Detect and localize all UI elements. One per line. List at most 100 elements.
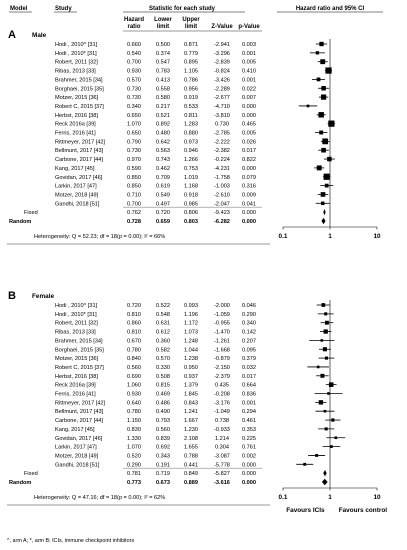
cell-hr: 1.070 — [127, 445, 141, 451]
table-row: Robert, 2011 [32] 0.700 0.547 0.895 -2.839 0.… — [55, 59, 328, 66]
subgroup-label: Female — [32, 293, 54, 300]
cell-p: 0.022 — [242, 86, 256, 92]
study-name: Hodi , 2010* [31] — [55, 312, 97, 318]
table-row: Carbone, 2017 [44] 0.970 0.743 1.266 -0.224 0… — [55, 156, 335, 163]
summary-z: -9.423 — [214, 210, 230, 216]
cell-z: -4.710 — [214, 104, 230, 110]
summary-diamond — [323, 208, 326, 216]
hr-point — [321, 86, 326, 91]
hr-point — [316, 365, 320, 369]
cell-hr: 1.150 — [127, 418, 141, 424]
heterogeneity: Heterogeneity: Q = 52.23; df = 18(p = 0.… — [34, 234, 165, 240]
header-lower-1: Lower — [154, 17, 172, 23]
table-row: Govidan, 2017 [46] 1.330 0.839 2.108 1.214 0.… — [55, 436, 346, 442]
table-row: Motzer, 2018 [49] 0.710 0.549 0.918 -2.610 0.… — [55, 192, 329, 198]
x-tick-label: 1 — [328, 233, 332, 240]
summary-row-fixed: Fixed 0.762 0.720 0.806 -9.423 0.000 — [24, 208, 326, 216]
table-row: Motzer, 2018 [49] 0.520 0.343 0.788 -3.087 0.… — [55, 453, 326, 459]
cell-lower: 0.549 — [156, 192, 170, 198]
cell-z: 0.304 — [215, 445, 229, 451]
table-row: Hodi , 2010^ [31] 0.720 0.522 0.993 -2.000 0.… — [55, 303, 330, 309]
table-row: Bellmunt, 2017 [43] 0.780 0.490 1.241 -1.049… — [55, 409, 335, 415]
cell-z: -2.941 — [214, 42, 230, 48]
cell-hr: 0.830 — [127, 427, 141, 433]
cell-hr: 0.850 — [127, 184, 141, 190]
summary-p: 0.000 — [242, 471, 256, 477]
summary-row-random: Random 0.728 0.659 0.803 -6.282 0.000 — [9, 217, 326, 225]
cell-lower: 0.508 — [156, 374, 170, 380]
header-upper-1: Upper — [182, 17, 200, 23]
hr-point — [318, 112, 324, 118]
cell-p: 0.000 — [242, 462, 256, 468]
summary-lower: 0.673 — [156, 480, 170, 486]
hr-point — [303, 462, 307, 466]
summary-hr: 0.781 — [127, 471, 141, 477]
cell-upper: 1.230 — [184, 427, 198, 433]
hr-point — [321, 147, 326, 153]
x-tick-label: 1 — [328, 494, 332, 501]
cell-lower: 0.521 — [156, 113, 170, 119]
hr-point — [306, 104, 310, 108]
cell-z: -2.047 — [214, 201, 230, 207]
cell-hr: 0.730 — [127, 95, 141, 101]
summary-hr: 0.773 — [127, 480, 141, 486]
study-name: Brahmer, 2015 [34] — [55, 338, 103, 344]
cell-upper: 0.843 — [184, 400, 198, 406]
cell-lower: 0.560 — [156, 427, 170, 433]
study-name: Reck 2016a [39] — [55, 122, 96, 128]
hr-point — [322, 138, 329, 145]
study-name: Herbst, 2016 [38] — [55, 113, 98, 119]
study-name: Ribas, 2013 [33] — [55, 330, 96, 336]
cell-hr: 0.930 — [127, 69, 141, 75]
summary-z: -3.616 — [214, 480, 230, 486]
cell-lower: 0.500 — [156, 42, 170, 48]
cell-hr: 0.810 — [127, 330, 141, 336]
table-row: Hodi , 2010^ [31] 0.660 0.500 0.871 -2.941 0.… — [55, 41, 328, 48]
cell-p: 0.465 — [242, 122, 256, 128]
cell-z: 0.730 — [215, 122, 229, 128]
cell-z: -1.470 — [214, 330, 230, 336]
favours-left: Favours ICIs — [286, 507, 325, 514]
study-name: Carbone, 2017 [44] — [55, 157, 103, 163]
table-row: Motzer, 2015 [36] 0.840 0.570 1.238 -0.879 0.… — [55, 356, 335, 362]
header-lower-2: limit — [157, 24, 169, 30]
table-row: Govidan, 2017 [46] 0.850 0.709 1.019 -1.758 0… — [55, 173, 331, 181]
hr-point — [315, 454, 319, 457]
cell-p: 0.046 — [242, 303, 256, 309]
panel-letter: B — [8, 290, 16, 302]
cell-lower: 0.343 — [156, 453, 170, 459]
cell-p: 0.026 — [242, 139, 256, 145]
cell-lower: 0.191 — [156, 462, 170, 468]
cell-z: -1.049 — [214, 409, 230, 415]
footnote: ^, arm A; *, arm B; ICIs, immune checkpo… — [7, 538, 134, 544]
cell-hr: 0.710 — [127, 192, 141, 198]
table-row: Bellmunt, 2017 [43] 0.730 0.563 0.946 -2.382… — [55, 147, 329, 154]
cell-hr: 1.060 — [127, 383, 141, 389]
cell-hr: 0.340 — [127, 104, 141, 110]
cell-lower: 0.642 — [156, 139, 170, 145]
cell-upper: 0.956 — [184, 86, 198, 92]
hr-point — [316, 77, 321, 82]
hr-point — [323, 329, 328, 334]
cell-hr: 0.650 — [127, 131, 141, 137]
cell-hr: 0.850 — [127, 175, 141, 181]
cell-upper: 0.779 — [184, 51, 198, 57]
cell-p: 0.005 — [242, 131, 256, 137]
cell-upper: 0.786 — [184, 77, 198, 83]
table-row: Hodi , 2010* [31] 0.540 0.374 0.779 -3.296 0.… — [55, 51, 325, 57]
hr-point — [324, 312, 328, 316]
study-name: Brahmer, 2015 [34] — [55, 77, 103, 83]
cell-upper: 1.172 — [184, 321, 198, 327]
heterogeneity: Heterogeneity: Q = 47.16; df = 18(p = 0.… — [34, 495, 165, 501]
hr-point — [324, 427, 328, 431]
panel-a: A Male Hodi , 2010^ [31] 0.660 0.500 0.871 -2.… — [7, 29, 381, 245]
column-headers: Model Study Statistic for each study Haz… — [9, 6, 383, 32]
header-plot: Hazard ratio and 95% CI — [296, 6, 365, 12]
cell-upper: 0.973 — [184, 139, 198, 145]
summary-row-random: Random 0.773 0.673 0.889 -3.616 0.000 — [9, 478, 328, 486]
cell-lower: 0.580 — [156, 95, 170, 101]
cell-upper: 1.241 — [184, 409, 198, 415]
study-name: Robert C, 2015 [37] — [55, 365, 104, 371]
cell-hr: 1.330 — [127, 436, 141, 442]
cell-upper: 0.946 — [184, 148, 198, 154]
